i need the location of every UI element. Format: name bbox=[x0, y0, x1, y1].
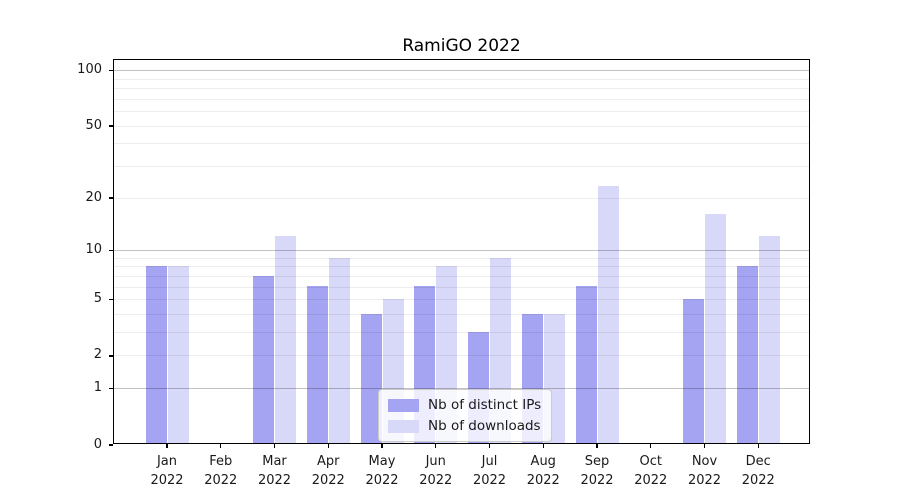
y-axis-tick bbox=[108, 355, 113, 357]
x-axis-tick-label: Oct 2022 bbox=[634, 454, 668, 488]
x-axis-tick-label: Jun 2022 bbox=[419, 454, 453, 488]
x-axis-tick-label: Apr 2022 bbox=[311, 454, 345, 488]
bar-distinct-ips-nov bbox=[683, 298, 704, 443]
y-axis-tick bbox=[108, 249, 113, 252]
x-axis-tick bbox=[488, 444, 491, 449]
minor-gridline bbox=[114, 332, 809, 334]
x-axis-tick bbox=[220, 444, 222, 449]
y-axis-tick bbox=[108, 125, 113, 127]
bar-downloads-sep bbox=[597, 186, 619, 443]
bar-distinct-ips-sep bbox=[575, 286, 597, 443]
minor-gridline bbox=[114, 299, 809, 301]
bar-downloads-nov bbox=[705, 214, 726, 443]
x-axis-tick-label: Sep 2022 bbox=[580, 454, 614, 488]
y-axis-tick bbox=[108, 69, 113, 72]
bar-downloads-mar bbox=[275, 236, 296, 443]
chart-title: RamiGO 2022 bbox=[402, 36, 521, 56]
y-axis-tick bbox=[108, 298, 113, 301]
minor-gridline bbox=[114, 143, 809, 145]
minor-gridline bbox=[114, 78, 809, 80]
x-axis-tick bbox=[757, 444, 759, 449]
x-axis-tick-label: Feb 2022 bbox=[204, 454, 238, 488]
minor-gridline bbox=[114, 355, 809, 357]
y-axis-tick-label: 0 bbox=[93, 436, 102, 452]
y-axis-tick-label: 20 bbox=[85, 189, 102, 205]
x-axis-tick bbox=[435, 444, 437, 449]
minor-gridline bbox=[114, 257, 809, 259]
x-axis-tick bbox=[703, 444, 706, 449]
y-axis-tick bbox=[108, 388, 113, 390]
bar-distinct-ips-may bbox=[360, 313, 382, 443]
x-axis-tick-label: Jan 2022 bbox=[150, 454, 184, 488]
x-axis-tick bbox=[596, 444, 598, 449]
y-axis-tick-label: 1 bbox=[93, 380, 102, 396]
bar-downloads-dec bbox=[758, 236, 780, 443]
y-axis-tick-label: 50 bbox=[85, 117, 102, 133]
minor-gridline bbox=[114, 125, 809, 127]
y-axis-tick bbox=[108, 444, 113, 446]
bar-distinct-ips-mar bbox=[253, 275, 274, 443]
bar-downloads-jan bbox=[167, 266, 189, 443]
y-axis-tick-label: 2 bbox=[93, 347, 102, 363]
bar-downloads-apr bbox=[328, 257, 350, 443]
legend-item-distinct-ips: Nb of distinct IPs bbox=[388, 397, 541, 413]
minor-gridline bbox=[114, 286, 809, 288]
y-axis-tick bbox=[108, 197, 113, 199]
minor-gridline bbox=[114, 313, 809, 315]
x-axis-tick bbox=[273, 444, 276, 449]
minor-gridline bbox=[114, 197, 809, 199]
bar-distinct-ips-apr bbox=[306, 286, 328, 443]
x-axis-tick-label: Jul 2022 bbox=[472, 454, 507, 488]
x-axis-tick bbox=[166, 444, 168, 449]
y-axis-tick-label: 100 bbox=[77, 62, 102, 78]
major-gridline bbox=[114, 249, 809, 251]
x-axis-tick bbox=[327, 444, 329, 449]
bar-distinct-ips-jan bbox=[145, 266, 167, 443]
legend-label-distinct-ips: Nb of distinct IPs bbox=[428, 397, 542, 413]
major-gridline bbox=[114, 388, 809, 390]
minor-gridline bbox=[114, 87, 809, 89]
x-axis-tick bbox=[650, 444, 652, 449]
x-axis-tick-label: Mar 2022 bbox=[257, 454, 292, 488]
legend-swatch-downloads bbox=[388, 419, 419, 433]
x-axis-tick bbox=[542, 444, 544, 449]
minor-gridline bbox=[114, 98, 809, 100]
y-axis-tick-label: 10 bbox=[85, 241, 102, 257]
minor-gridline bbox=[114, 266, 809, 268]
bar-distinct-ips-dec bbox=[736, 266, 758, 443]
minor-gridline bbox=[114, 275, 809, 277]
major-gridline bbox=[114, 70, 809, 72]
x-axis-tick bbox=[381, 444, 383, 449]
x-axis-tick-label: Dec 2022 bbox=[741, 454, 775, 488]
x-axis-tick-label: May 2022 bbox=[365, 454, 399, 488]
plot-area: Nb of distinct IPs Nb of downloads 100 50… bbox=[77, 59, 810, 488]
minor-gridline bbox=[114, 111, 809, 112]
legend-swatch-distinct-ips bbox=[388, 398, 419, 412]
legend-item-downloads: Nb of downloads bbox=[388, 418, 541, 434]
legend: Nb of distinct IPs Nb of downloads bbox=[378, 389, 553, 442]
legend-label-downloads: Nb of downloads bbox=[428, 418, 541, 434]
y-axis-tick-label: 5 bbox=[93, 291, 102, 307]
x-axis-tick-label: Nov 2022 bbox=[687, 454, 722, 488]
minor-gridline bbox=[114, 165, 809, 167]
x-axis-tick-label: Aug 2022 bbox=[526, 454, 560, 488]
